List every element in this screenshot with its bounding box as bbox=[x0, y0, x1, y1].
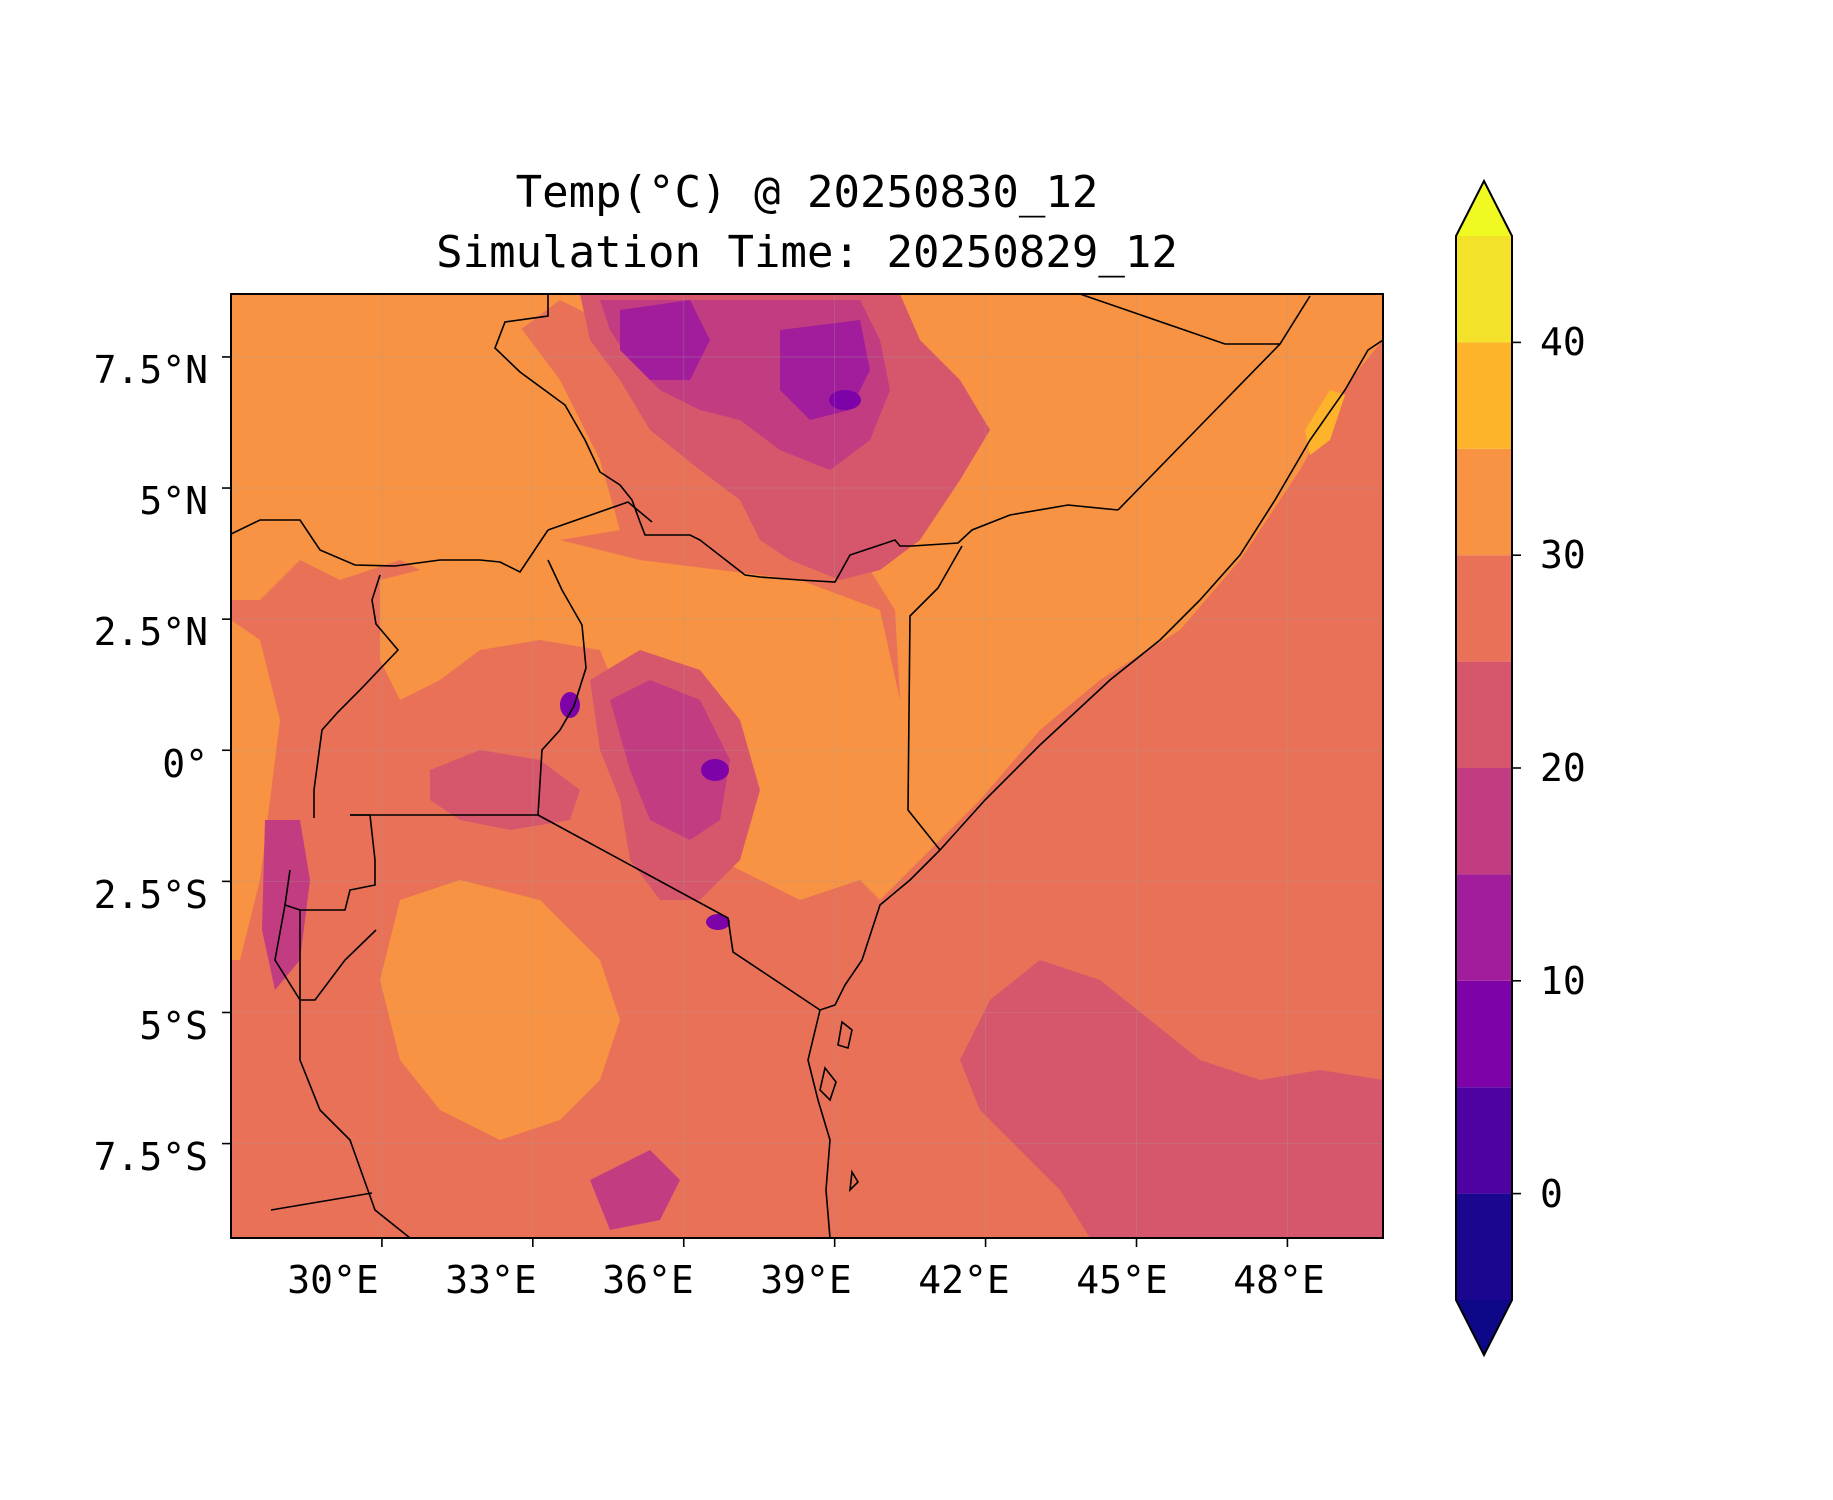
border-south-sudan-ethiopia bbox=[494, 294, 1119, 583]
lon-tick-label: 39°E bbox=[760, 1258, 852, 1302]
map-title: Temp(°C) @ 20250830_12 bbox=[515, 167, 1099, 218]
colorbar-band bbox=[1456, 1193, 1512, 1300]
lon-tick-label: 45°E bbox=[1076, 1258, 1168, 1302]
lon-tick-label: 33°E bbox=[445, 1258, 537, 1302]
field-region-south-highlands bbox=[590, 1150, 680, 1230]
island-zanzibar bbox=[837, 1020, 853, 1050]
lat-tick-label: 5°N bbox=[139, 479, 208, 523]
colorbar-band bbox=[1456, 1087, 1512, 1194]
axis-ticks bbox=[222, 356, 1289, 1247]
colorbar-band bbox=[1456, 342, 1512, 449]
colorbar-tick-label: 30 bbox=[1540, 533, 1586, 577]
field-region-lake-basin bbox=[430, 750, 580, 830]
border-kenya-tanzania bbox=[537, 814, 821, 1011]
border-uganda-drc bbox=[313, 574, 400, 818]
colorbar-band bbox=[1456, 448, 1512, 556]
field-region-somalia bbox=[231, 294, 1383, 900]
lon-tick-label: 30°E bbox=[287, 1258, 379, 1302]
field-region-somali-hotspot bbox=[1305, 390, 1345, 455]
field-region-tanzania bbox=[380, 880, 620, 1140]
colorbar-tick-label: 20 bbox=[1540, 746, 1586, 790]
border-kenya-north bbox=[547, 501, 653, 531]
coastline-kenya-tanzania bbox=[807, 849, 941, 1238]
lat-tick-label: 5°S bbox=[139, 1004, 208, 1048]
lat-tick-label: 7.5°N bbox=[93, 348, 208, 392]
colorbar-band bbox=[1456, 980, 1512, 1088]
lon-tick-label: 42°E bbox=[918, 1258, 1010, 1302]
border-ethiopia-somalia bbox=[1117, 295, 1311, 511]
temperature-field bbox=[231, 294, 1383, 1238]
lat-tick-label: 2.5°N bbox=[93, 610, 208, 654]
field-region-elgon bbox=[560, 692, 580, 718]
border-rwanda bbox=[284, 814, 376, 911]
gridlines bbox=[231, 294, 1383, 1238]
lat-tick-label: 2.5°S bbox=[93, 873, 208, 917]
field-region-ethiopian-peak-2 bbox=[620, 300, 710, 380]
border-tanzania-drc bbox=[274, 904, 411, 1238]
island-mafia bbox=[819, 1066, 837, 1102]
map-subtitle: Simulation Time: 20250829_12 bbox=[436, 227, 1178, 278]
lat-tick-label: 0° bbox=[162, 742, 208, 786]
colorbar-extend-max bbox=[1456, 181, 1512, 236]
lon-tick-label: 36°E bbox=[602, 1258, 694, 1302]
map-frame bbox=[230, 293, 1384, 1239]
country-borders bbox=[231, 294, 1383, 1238]
lat-tick-label: 7.5°S bbox=[93, 1135, 208, 1179]
field-region-kenya-peak bbox=[701, 759, 729, 781]
colorbar-band bbox=[1456, 768, 1512, 875]
field-region-kilimanjaro bbox=[706, 914, 730, 930]
border-somalia-northern bbox=[1079, 294, 1280, 345]
border-burundi bbox=[299, 910, 377, 1001]
island-pemba bbox=[848, 1169, 860, 1193]
colorbar-tick-label: 0 bbox=[1540, 1172, 1563, 1216]
field-region-offshore-pool bbox=[960, 960, 1383, 1238]
colorbar-band bbox=[1456, 236, 1512, 343]
colorbar bbox=[1455, 178, 1521, 1358]
border-uganda-kenya bbox=[537, 559, 587, 816]
colorbar-band bbox=[1456, 874, 1512, 981]
field-region-ethiopian-spot bbox=[829, 390, 861, 410]
field-region-west bbox=[231, 620, 280, 960]
field-region-kenyan-core bbox=[610, 680, 730, 840]
lon-tick-label: 48°E bbox=[1233, 1258, 1325, 1302]
border-zambia bbox=[270, 1192, 373, 1211]
colorbar-tick-label: 10 bbox=[1540, 959, 1586, 1003]
border-kenya-somalia bbox=[907, 545, 963, 851]
coastline-east-africa bbox=[939, 339, 1383, 851]
colorbar-band bbox=[1456, 555, 1512, 662]
colorbar-extend-min bbox=[1456, 1300, 1512, 1355]
colorbar-band bbox=[1456, 661, 1512, 768]
colorbar-outline bbox=[1455, 178, 1513, 1358]
border-south-sudan-uganda bbox=[231, 519, 549, 574]
colorbar-tick-label: 40 bbox=[1540, 320, 1586, 364]
